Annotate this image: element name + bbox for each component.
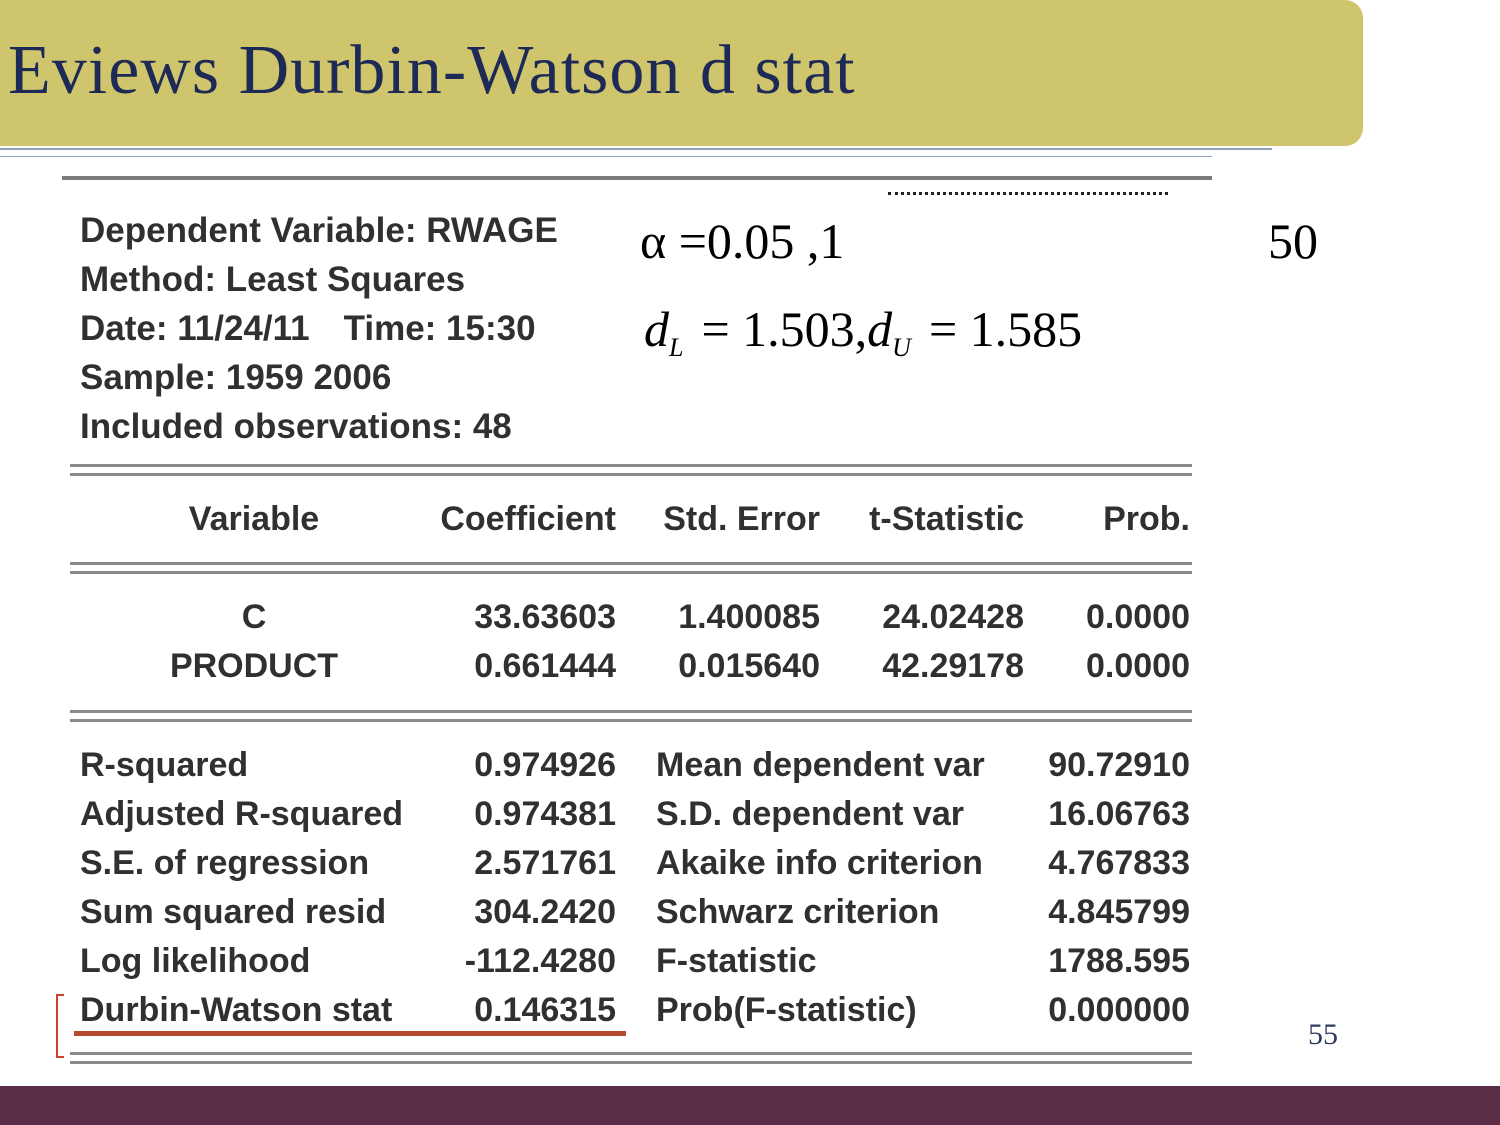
row-coefficient: 33.63603 bbox=[474, 598, 616, 636]
meta-sample: Sample: 1959 2006 bbox=[80, 358, 392, 397]
header-coefficient: Coefficient bbox=[440, 500, 616, 538]
stat-label: Mean dependent var bbox=[656, 746, 985, 784]
stat-value: -112.4280 bbox=[464, 942, 616, 980]
dl-symbol: d bbox=[644, 301, 669, 357]
footer-bar bbox=[0, 1086, 1500, 1125]
stat-label: S.D. dependent var bbox=[656, 795, 964, 833]
double-rule bbox=[70, 1052, 1192, 1064]
stat-value: 0.000000 bbox=[1048, 991, 1190, 1029]
stat-label: S.E. of regression bbox=[80, 844, 370, 882]
stat-label: Log likelihood bbox=[80, 942, 311, 980]
stat-label: Prob(F-statistic) bbox=[656, 991, 917, 1029]
row-std-error: 1.400085 bbox=[678, 598, 820, 636]
meta-time: Time: 15:30 bbox=[343, 309, 536, 348]
dl-subscript: L bbox=[669, 333, 684, 362]
slide-title: Eviews Durbin-Watson d stat bbox=[8, 32, 856, 109]
eviews-output: Dependent Variable: RWAGE Method: Least … bbox=[56, 176, 1212, 1068]
stat-label: Schwarz criterion bbox=[656, 893, 940, 931]
divider-line-thin bbox=[0, 156, 1212, 157]
stat-value: 0.974926 bbox=[474, 746, 616, 784]
sample-size: 50 bbox=[1268, 213, 1318, 269]
meta-dependent-variable: Dependent Variable: RWAGE bbox=[80, 211, 558, 250]
meta-method: Method: Least Squares bbox=[80, 260, 466, 299]
row-variable: C bbox=[241, 598, 267, 636]
stat-label: Adjusted R-squared bbox=[80, 795, 404, 833]
stat-label: R-squared bbox=[80, 746, 249, 784]
text-mask bbox=[862, 190, 1162, 260]
du-symbol: d bbox=[867, 301, 893, 357]
page-number: 55 bbox=[1308, 1018, 1338, 1051]
header-t-statistic: t-Statistic bbox=[869, 500, 1024, 538]
stat-value: 4.845799 bbox=[1048, 893, 1190, 931]
stat-value: 1788.595 bbox=[1048, 942, 1190, 980]
meta-date: Date: 11/24/11 bbox=[80, 309, 310, 348]
regression-meta: Dependent Variable: RWAGE Method: Least … bbox=[80, 206, 558, 451]
selection-bracket bbox=[56, 994, 64, 1058]
output-top-border bbox=[62, 176, 1212, 180]
row-coefficient: 0.661444 bbox=[474, 647, 616, 685]
meta-observations: Included observations: 48 bbox=[80, 407, 512, 446]
du-value: = 1.585 bbox=[928, 301, 1083, 357]
cropped-text-fragment bbox=[888, 192, 1168, 207]
dl-value: = 1.503, bbox=[701, 301, 868, 357]
stat-value: 304.2420 bbox=[474, 893, 616, 931]
stat-label: Sum squared resid bbox=[80, 893, 387, 931]
row-prob: 0.0000 bbox=[1086, 647, 1190, 685]
double-rule bbox=[70, 562, 1192, 574]
stat-value: 0.974381 bbox=[474, 795, 616, 833]
double-rule bbox=[70, 464, 1192, 476]
stat-value: 90.72910 bbox=[1048, 746, 1190, 784]
meta-date-time: Date: 11/24/11 Time: 15:30 bbox=[80, 304, 558, 353]
divider-line bbox=[0, 148, 1272, 150]
alpha-line: α =0.05 ,1 bbox=[640, 213, 845, 269]
stat-value: 16.06763 bbox=[1048, 795, 1190, 833]
critical-values-line: dL = 1.503,dU = 1.585 bbox=[644, 300, 1082, 363]
header-prob: Prob. bbox=[1103, 500, 1190, 538]
durbin-watson-highlight bbox=[74, 1031, 626, 1036]
row-prob: 0.0000 bbox=[1086, 598, 1190, 636]
title-bar: Eviews Durbin-Watson d stat bbox=[0, 0, 1363, 146]
stat-value: 4.767833 bbox=[1048, 844, 1190, 882]
stat-label: Akaike info criterion bbox=[656, 844, 983, 882]
durbin-watson-value: 0.146315 bbox=[474, 991, 616, 1029]
row-std-error: 0.015640 bbox=[678, 647, 820, 685]
stat-label: F-statistic bbox=[656, 942, 817, 980]
header-variable: Variable bbox=[188, 500, 320, 538]
row-variable: PRODUCT bbox=[169, 647, 339, 685]
stat-value: 2.571761 bbox=[474, 844, 616, 882]
row-t-statistic: 42.29178 bbox=[882, 647, 1024, 685]
double-rule bbox=[70, 710, 1192, 722]
row-t-statistic: 24.02428 bbox=[882, 598, 1024, 636]
du-subscript: U bbox=[892, 333, 911, 362]
durbin-watson-label: Durbin-Watson stat bbox=[80, 991, 393, 1029]
header-std-error: Std. Error bbox=[663, 500, 820, 538]
